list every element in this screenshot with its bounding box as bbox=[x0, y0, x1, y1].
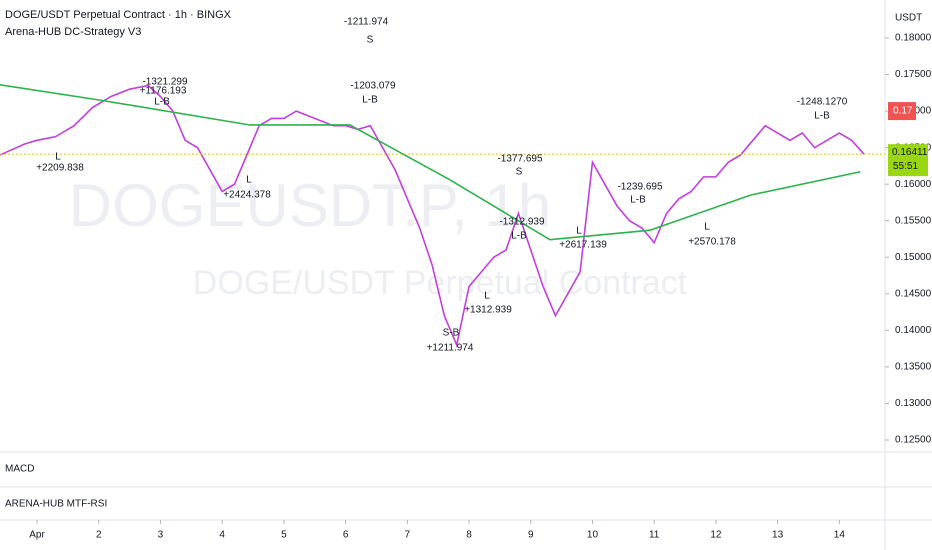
y-tick-label: 0.14500 bbox=[895, 288, 932, 299]
signal-label: -1211.974 bbox=[344, 17, 389, 28]
signal-label: -1312.939 bbox=[499, 217, 544, 228]
y-tick-label: 0.13000 bbox=[895, 398, 932, 409]
x-tick-label: 2 bbox=[96, 530, 102, 541]
signal-label: S-B bbox=[443, 328, 460, 339]
signal-label: +1176.193 bbox=[140, 86, 187, 97]
x-tick-label: 5 bbox=[281, 530, 287, 541]
indicator-name: Arena-HUB DC-Strategy V3 bbox=[5, 26, 141, 38]
x-tick-label: 12 bbox=[710, 530, 722, 541]
signal-label: L bbox=[576, 226, 582, 237]
x-tick-label: 14 bbox=[834, 530, 846, 541]
x-tick-label: 10 bbox=[587, 530, 599, 541]
signal-label: +1312.939 bbox=[464, 305, 512, 316]
signal-label: +2617.139 bbox=[559, 240, 607, 251]
signal-label: -1321.299 bbox=[142, 77, 187, 88]
stop-label-box bbox=[888, 102, 916, 121]
pane-label: MACD bbox=[5, 464, 34, 475]
x-tick-label: 3 bbox=[158, 530, 164, 541]
price-line bbox=[0, 83, 861, 241]
signal-label: L-B bbox=[814, 111, 830, 122]
y-tick-label: 0.15500 bbox=[895, 215, 932, 226]
pane-label: ARENA-HUB MTF-RSI bbox=[5, 499, 107, 510]
x-tick-label: 13 bbox=[772, 530, 784, 541]
signal-label: S bbox=[367, 35, 374, 46]
y-tick-label: 0.15000 bbox=[895, 252, 932, 263]
signal-label: -1239.695 bbox=[617, 182, 662, 193]
y-tick-label: 0.18000 bbox=[895, 33, 932, 44]
price-line bbox=[0, 84, 865, 348]
x-tick-label: 11 bbox=[649, 530, 660, 541]
signal-label: L-B bbox=[362, 95, 378, 106]
signal-label: +2424.378 bbox=[223, 190, 271, 201]
chart-title: DOGE/USDT Perpetual Contract · 1h · BING… bbox=[5, 9, 232, 21]
x-tick-label: Apr bbox=[29, 530, 45, 541]
last-label-box bbox=[888, 144, 928, 177]
signal-label: -1377.695 bbox=[497, 154, 542, 165]
signal-label: -1248.1270 bbox=[797, 97, 848, 108]
y-tick-label: 0.17500 bbox=[895, 69, 932, 80]
x-tick-label: 9 bbox=[528, 530, 534, 541]
signal-label: S bbox=[516, 167, 523, 178]
signal-label: L bbox=[704, 222, 710, 233]
watermark: DOGEUSDT.P, 1h bbox=[69, 172, 551, 239]
y-tick-label: 0.13500 bbox=[895, 362, 932, 373]
x-tick-label: 7 bbox=[405, 530, 411, 541]
signal-label: L bbox=[55, 152, 61, 163]
countdown: 55:51 bbox=[893, 161, 918, 172]
currency: USDT bbox=[895, 13, 922, 24]
signal-label: +1211.974 bbox=[427, 343, 474, 354]
y-tick-label: 0.16000 bbox=[895, 179, 932, 190]
signal-label: -1203.079 bbox=[350, 81, 395, 92]
stop-label: 0.17 bbox=[893, 106, 913, 117]
x-tick-label: 8 bbox=[466, 530, 472, 541]
signal-label: L bbox=[246, 175, 252, 186]
last-label: 0.16411 bbox=[892, 147, 928, 158]
signal-label: L-B bbox=[630, 195, 646, 206]
y-tick-label: 0.12500 bbox=[895, 435, 932, 446]
signal-label: L-B bbox=[511, 231, 527, 242]
signal-label: +2570.178 bbox=[688, 237, 736, 248]
signal-label: L-B bbox=[154, 97, 170, 108]
x-tick-label: 4 bbox=[219, 530, 225, 541]
y-tick-label: 0.14000 bbox=[895, 325, 932, 336]
signal-label: L bbox=[484, 291, 490, 302]
signal-label: +2209.838 bbox=[36, 163, 84, 174]
x-tick-label: 6 bbox=[343, 530, 349, 541]
